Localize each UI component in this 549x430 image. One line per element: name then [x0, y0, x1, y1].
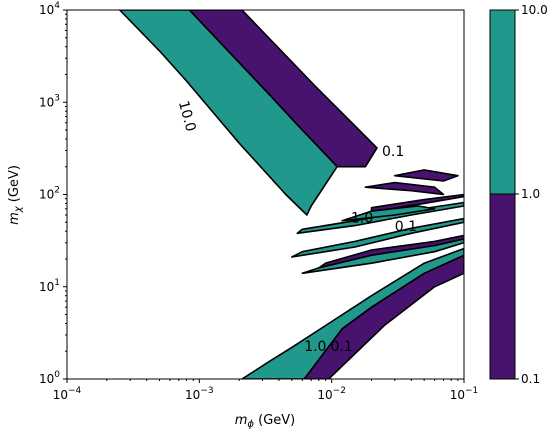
y-tick-label-2-exponent: 2 [54, 186, 60, 196]
y-tick-label-0-base: 10 [39, 372, 54, 386]
contour-regions [118, 10, 464, 379]
y-tick-label-2-base: 10 [39, 188, 54, 202]
y-tick-label-4-base: 10 [39, 3, 54, 17]
contour-label-4: 1.0 [351, 210, 373, 226]
y-axis-label: mχ (GeV) [7, 165, 24, 225]
contour-region-9 [364, 181, 445, 196]
y-axis-label-m: m [7, 212, 22, 225]
x-tick-label-1-base: 10 [185, 388, 200, 402]
colorbar-tick-label-mid: 1.0 [521, 187, 540, 201]
contour-label-5: 0.1 [395, 219, 417, 235]
y-tick-label-1: 101 [39, 278, 60, 294]
x-tick-label-2-base: 10 [317, 388, 332, 402]
y-axis-label-unit: (GeV) [7, 165, 22, 206]
contour-label-1: 0.1 [382, 144, 404, 160]
contour-region-1 [118, 10, 338, 216]
x-axis-label-unit: (GeV) [254, 413, 295, 428]
y-tick-label-4: 104 [39, 1, 60, 17]
contour-label-3: 0.1 [331, 339, 353, 355]
contour-region-5 [317, 234, 464, 269]
x-axis-label: mϕ (GeV) [235, 413, 296, 430]
y-tick-label-3: 103 [39, 93, 60, 109]
colorbar-tick-label-bottom: 0.1 [521, 372, 540, 386]
y-axis-label-sub: χ [13, 205, 24, 213]
contour-region-6 [290, 217, 464, 258]
y-tick-label-4-exponent: 4 [54, 1, 60, 11]
contour-region-10 [393, 169, 459, 182]
y-tick-label-2: 102 [39, 186, 60, 202]
contour-region-8 [370, 193, 464, 213]
y-tick-label-3-base: 10 [39, 95, 54, 109]
x-axis-label-m: m [235, 413, 248, 428]
y-tick-label-0: 100 [39, 370, 60, 386]
x-tick-label-3-exponent: −1 [465, 386, 478, 396]
colorbar-upper-band [490, 10, 515, 194]
x-tick-label-2: 10−2 [317, 386, 346, 402]
contour-labels: 10.0 0.1 1.0 0.1 1.0 0.1 [175, 99, 417, 355]
y-tick-label-1-base: 10 [39, 280, 54, 294]
x-tick-label-3: 10−1 [450, 386, 479, 402]
x-axis-ticks: 10−4 10−3 10−2 10−1 [53, 379, 479, 402]
contour-label-2: 1.0 [304, 339, 326, 355]
x-tick-label-1: 10−3 [185, 386, 214, 402]
x-tick-label-0: 10−4 [53, 386, 82, 402]
x-tick-label-0-base: 10 [53, 388, 68, 402]
x-axis-label-sub: ϕ [247, 419, 254, 430]
contour-region-11 [341, 205, 436, 222]
colorbar-tick-label-top: 10.0 [521, 3, 548, 17]
colorbar: 10.0 1.0 0.1 [489, 3, 548, 386]
x-tick-label-3-base: 10 [450, 388, 465, 402]
y-tick-label-3-exponent: 3 [54, 93, 60, 103]
x-tick-label-2-exponent: −2 [333, 386, 346, 396]
contour-region-3 [241, 247, 464, 379]
colorbar-lower-band [490, 194, 515, 379]
x-tick-label-1-exponent: −3 [200, 386, 213, 396]
contour-label-0: 10.0 [175, 99, 199, 133]
x-tick-label-0-exponent: −4 [68, 386, 82, 396]
y-tick-label-1-exponent: 1 [54, 278, 60, 288]
y-tick-label-0-exponent: 0 [54, 370, 60, 380]
